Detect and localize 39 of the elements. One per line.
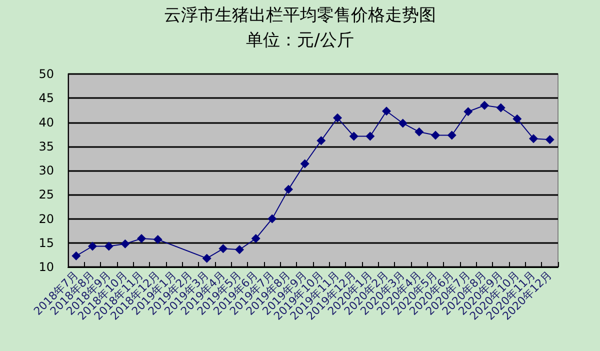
point — [414, 127, 424, 136]
y-tick-label: 35 — [38, 139, 54, 154]
point — [366, 132, 375, 141]
point — [251, 234, 260, 244]
y-tick-label: 45 — [38, 91, 54, 106]
point — [72, 251, 81, 260]
y-tick-label: 15 — [38, 236, 54, 250]
y-tick-label: 10 — [38, 260, 54, 274]
y-tick-label: 30 — [38, 164, 54, 178]
point — [137, 234, 146, 244]
y-tick-label: 20 — [38, 212, 54, 226]
point — [153, 234, 162, 244]
point — [333, 113, 342, 122]
y-tick-label: 50 — [38, 67, 54, 81]
point — [235, 245, 244, 254]
point — [529, 134, 538, 144]
point — [447, 130, 456, 140]
point — [316, 136, 326, 146]
point — [431, 130, 440, 140]
point — [349, 132, 358, 141]
chart-title: 云浮市生猪出栏平均零售价格走势图 — [164, 6, 436, 26]
point — [120, 239, 130, 248]
point — [398, 118, 408, 128]
point — [218, 244, 228, 254]
point — [480, 100, 489, 110]
point — [284, 184, 293, 194]
point — [545, 135, 554, 144]
point — [464, 107, 473, 116]
y-tick-label: 25 — [38, 188, 54, 202]
point — [88, 242, 97, 251]
point — [300, 159, 310, 168]
point — [104, 242, 114, 251]
point — [512, 114, 522, 124]
point — [496, 103, 506, 112]
y-tick-label: 40 — [38, 115, 54, 130]
point — [202, 254, 212, 263]
point — [382, 106, 391, 116]
chart-subtitle: 单位：元/公斤 — [246, 30, 354, 50]
point — [268, 214, 277, 224]
